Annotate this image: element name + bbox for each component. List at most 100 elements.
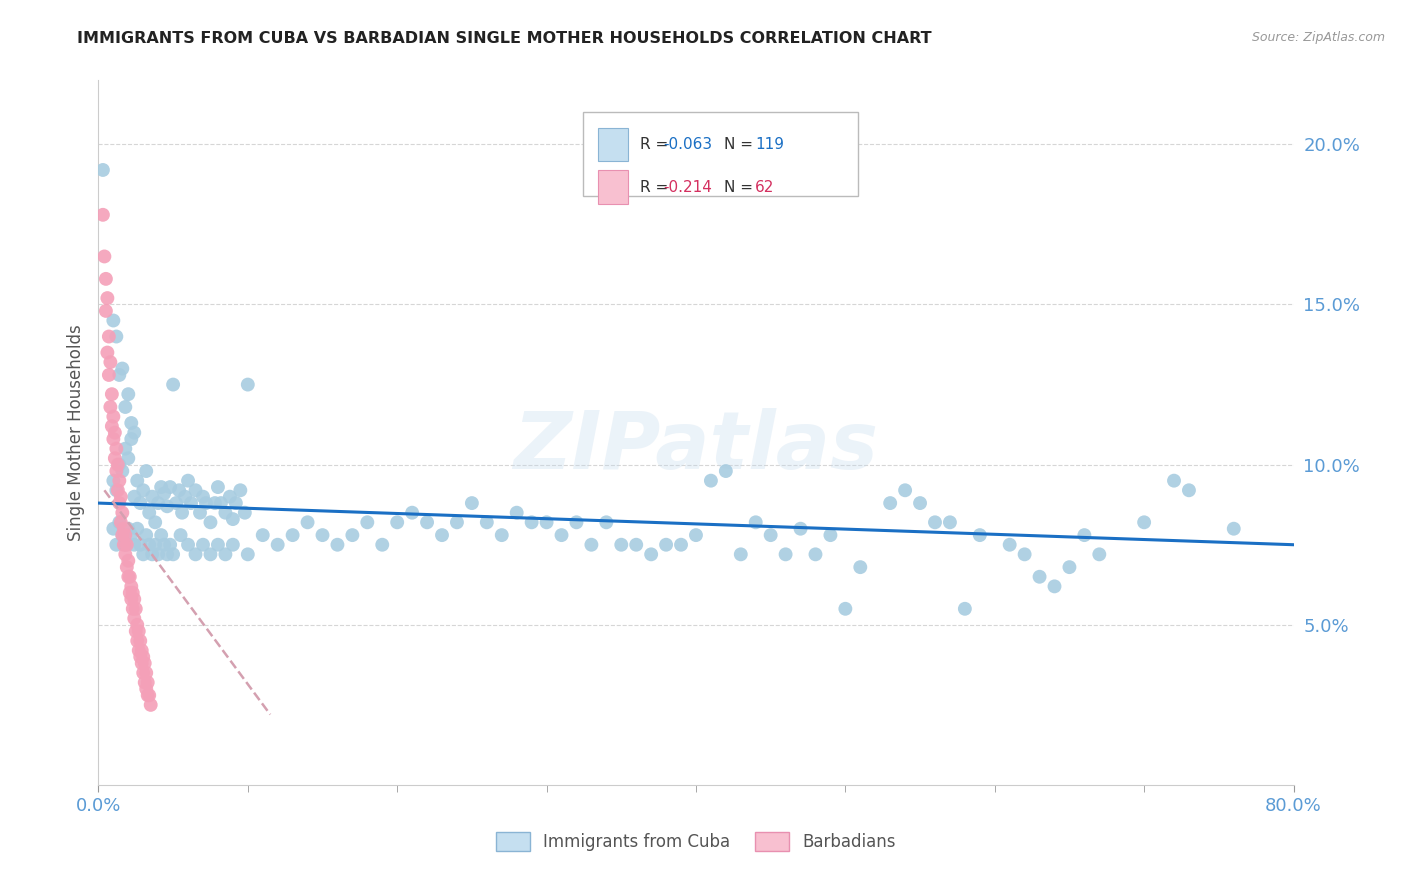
Point [96, 345, 118, 359]
Point [506, 506, 529, 520]
Point [184, 483, 207, 498]
Point [669, 538, 692, 552]
Point [117, 554, 139, 568]
Text: 119: 119 [755, 137, 785, 152]
Point [134, 657, 156, 671]
Point [200, 516, 222, 530]
Point [129, 538, 152, 552]
Point [209, 496, 232, 510]
Point [111, 464, 134, 478]
Point [108, 368, 131, 382]
Point [356, 516, 378, 530]
Point [141, 547, 163, 561]
Point [127, 522, 149, 536]
Point [132, 665, 155, 680]
Text: IMMIGRANTS FROM CUBA VS BARBADIAN SINGLE MOTHER HOUSEHOLDS CORRELATION CHART: IMMIGRANTS FROM CUBA VS BARBADIAN SINGLE… [77, 31, 932, 46]
Point [112, 522, 135, 536]
Point [103, 409, 125, 424]
Point [153, 486, 176, 500]
Point [141, 490, 163, 504]
Point [91, 208, 114, 222]
Point [111, 528, 134, 542]
Point [430, 528, 453, 542]
Point [385, 516, 409, 530]
Point [184, 547, 207, 561]
Text: ZIPatlas: ZIPatlas [513, 408, 879, 486]
Point [311, 528, 333, 542]
Point [834, 601, 856, 615]
Point [112, 538, 135, 552]
Point [135, 665, 157, 680]
Point [214, 547, 236, 561]
Point [124, 425, 146, 440]
Point [132, 649, 155, 664]
Point [207, 538, 229, 552]
Point [121, 586, 143, 600]
Point [172, 506, 194, 520]
Point [267, 538, 290, 552]
Point [132, 547, 155, 561]
Point [110, 490, 132, 504]
Point [110, 516, 132, 530]
Point [159, 538, 181, 552]
Text: R =: R = [640, 137, 673, 152]
Point [138, 538, 160, 552]
Point [135, 528, 157, 542]
Point [626, 538, 648, 552]
Point [121, 601, 143, 615]
Point [98, 400, 122, 414]
Point [281, 528, 304, 542]
Point [143, 538, 166, 552]
Point [134, 675, 156, 690]
Point [229, 483, 252, 498]
Point [105, 538, 128, 552]
Point [820, 528, 842, 542]
Point [101, 419, 124, 434]
Point [107, 458, 129, 472]
Point [104, 425, 127, 440]
Point [114, 400, 136, 414]
Point [174, 490, 197, 504]
Point [550, 528, 572, 542]
Point [97, 368, 120, 382]
Point [98, 355, 122, 369]
Point [165, 496, 187, 510]
Point [150, 528, 173, 542]
Point [132, 483, 155, 498]
Point [1133, 516, 1156, 530]
Point [953, 601, 976, 615]
Point [180, 496, 202, 510]
Point [148, 496, 170, 510]
Point [111, 506, 134, 520]
Point [105, 483, 128, 498]
Point [117, 570, 139, 584]
Point [153, 538, 176, 552]
Point [93, 249, 115, 264]
Point [177, 538, 200, 552]
Point [1073, 528, 1095, 542]
Point [730, 547, 752, 561]
Point [115, 538, 138, 552]
Point [700, 474, 723, 488]
Point [225, 496, 247, 510]
Point [103, 474, 125, 488]
Point [789, 522, 811, 536]
Point [103, 432, 125, 446]
Point [131, 643, 153, 657]
Point [118, 586, 141, 600]
Text: N =: N = [724, 137, 758, 152]
Point [446, 516, 468, 530]
Text: R =: R = [640, 180, 673, 194]
Point [125, 624, 148, 639]
Point [326, 538, 349, 552]
Point [969, 528, 991, 542]
Point [91, 163, 114, 178]
Point [939, 516, 962, 530]
Point [105, 442, 128, 456]
Point [94, 304, 117, 318]
Point [107, 483, 129, 498]
Point [114, 442, 136, 456]
Point [120, 432, 142, 446]
Point [775, 547, 797, 561]
Point [236, 547, 259, 561]
